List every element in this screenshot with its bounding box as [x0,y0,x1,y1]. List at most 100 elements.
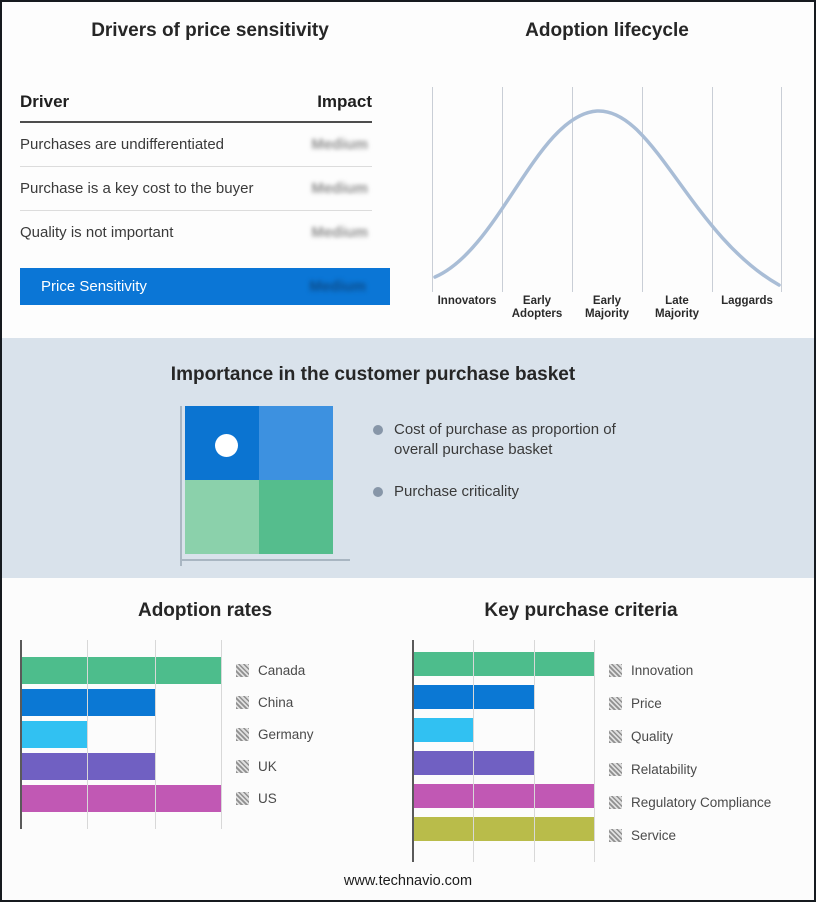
legend-item: China [236,686,314,718]
driver-cell: Quality is not important [20,224,174,241]
legend-label: Price [631,696,662,711]
bullet-item: Purchase criticality [373,482,658,502]
impact-cell: Medium [311,180,368,197]
basket-bullet-list: Cost of purchase as proportion of overal… [373,406,658,554]
bullet-text: Cost of purchase as proportion of overal… [394,421,616,459]
legend-swatch [236,759,249,773]
adoption-rates-legend: Canada China Germany UK [236,648,314,821]
legend-item: US [236,782,314,814]
basket-title: Importance in the customer purchase bask… [170,364,576,385]
drivers-title: Drivers of price sensitivity [91,20,329,41]
quadrant-cell-bottom-right [259,480,333,554]
adoption-rates-title: Adoption rates [137,600,273,621]
bar-germany [20,721,88,748]
driver-cell: Purchases are undifferentiated [20,136,225,153]
legend-item: Canada [236,654,314,686]
drivers-panel: Drivers of price sensitivity Driver Impa… [2,2,400,338]
impact-column-header: Impact [317,92,372,111]
adoption-rates-chart: Canada China Germany UK [20,640,408,829]
legend-swatch [236,727,249,741]
legend-label: Quality [631,729,674,744]
adoption-rates-plot [20,640,222,829]
legend-item: Germany [236,718,314,750]
legend-swatch [609,697,622,710]
basket-content: Cost of purchase as proportion of overal… [180,406,814,566]
legend-item: Quality [609,720,771,753]
impact-cell: Medium [311,136,368,153]
lifecycle-chart [432,87,782,292]
gridline [221,640,222,829]
impact-cell: Medium [311,224,368,241]
legend-item: Innovation [609,654,771,687]
bar-quality [412,718,473,742]
gridline [572,87,573,292]
legend-item: Relatability [609,753,771,786]
gridline [781,87,782,292]
gridline [594,640,595,862]
stage-label: Early Adopters [511,295,563,321]
price-sensitivity-label: Price Sensitivity [41,278,147,295]
bar-service [412,817,595,841]
table-row: Purchases are undifferentiated Medium [20,123,372,167]
legend-swatch [609,763,622,776]
lifecycle-stage-labels: Innovators Early Adopters Early Majority… [432,295,782,321]
gridline [502,87,503,292]
key-purchase-criteria-legend: Innovation Price Quality Relatability [609,648,771,854]
quadrant-cell-bottom-left [185,480,259,554]
quadrant-cell-top-right [259,406,333,480]
legend-item: Regulatory Compliance [609,786,771,819]
legend-swatch [609,796,622,809]
gridline [87,640,89,829]
stage-label: Innovators [437,295,497,307]
key-purchase-criteria-plot [412,640,595,862]
footer-url: www.technavio.com [343,873,473,889]
legend-label: Innovation [631,663,694,678]
bar-canada [20,657,222,684]
quadrant-cell-top-left [185,406,259,480]
lifecycle-title: Adoption lifecycle [525,20,689,41]
legend-swatch [609,664,622,677]
gridline [472,640,474,862]
price-sensitivity-bar: Price Sensitivity Medium [20,268,390,305]
legend-label: Canada [258,662,306,678]
legend-label: Germany [258,726,314,742]
bullet-item: Cost of purchase as proportion of overal… [373,420,658,461]
gridline [432,87,433,292]
bar-innovation [412,652,595,676]
legend-label: Service [631,828,677,843]
gridline [642,87,643,292]
legend-swatch [609,829,622,842]
bullet-text: Purchase criticality [394,482,520,500]
legend-label: China [258,694,294,710]
key-purchase-criteria-title: Key purchase criteria [484,600,678,621]
purchase-basket-section: Importance in the customer purchase bask… [2,338,814,578]
bullet-icon [373,425,383,435]
legend-item: Service [609,819,771,852]
legend-swatch [236,663,249,677]
legend-label: Relatability [631,762,698,777]
legend-label: US [258,790,277,806]
legend-swatch [236,695,249,709]
key-purchase-criteria-panel: Key purchase criteria [408,578,814,900]
legend-item: Price [609,687,771,720]
y-axis [412,640,414,862]
key-purchase-criteria-chart: Innovation Price Quality Relatability [412,640,814,862]
bottom-section: Adoption rates Canada [2,578,814,900]
lifecycle-panel: Adoption lifecycle Innovators Early Adop… [400,2,814,338]
quadrant-y-axis [180,406,182,566]
bullet-icon [373,486,383,497]
table-row: Purchase is a key cost to the buyer Medi… [20,167,372,211]
quadrant-x-axis [180,559,350,561]
adoption-rates-panel: Adoption rates Canada [2,578,408,900]
legend-label: UK [258,758,277,774]
legend-swatch [236,791,249,805]
table-row: Quality is not important Medium [20,211,372,254]
bell-curve [433,109,781,287]
bar-regulatory-compliance [412,784,595,808]
legend-item: UK [236,750,314,782]
price-sensitivity-impact: Medium [309,278,366,295]
stage-label: Late Majority [654,295,700,321]
driver-column-header: Driver [20,92,70,111]
bar-us [20,785,222,812]
